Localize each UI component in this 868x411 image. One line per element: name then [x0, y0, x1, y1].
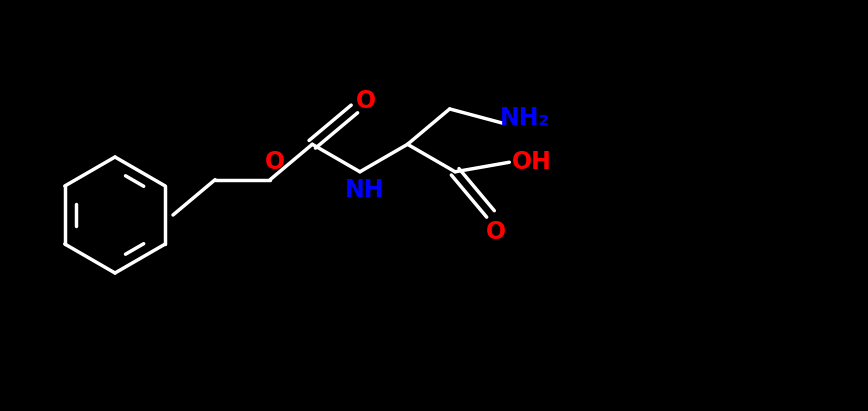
- Text: O: O: [265, 150, 286, 173]
- Text: NH₂: NH₂: [500, 106, 549, 130]
- Text: OH: OH: [511, 150, 551, 174]
- Text: NH: NH: [345, 178, 385, 202]
- Text: O: O: [357, 89, 377, 113]
- Text: O: O: [485, 220, 505, 244]
